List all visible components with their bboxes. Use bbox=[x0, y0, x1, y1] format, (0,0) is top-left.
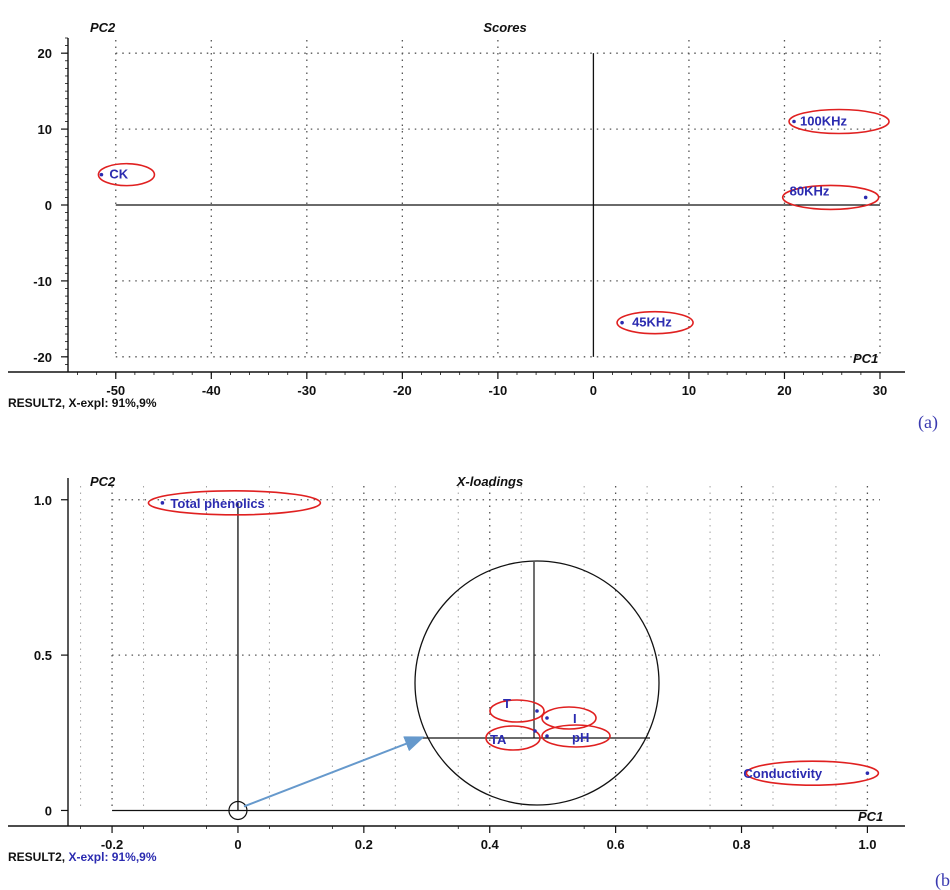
scores-point-marker bbox=[620, 320, 624, 325]
loadings-point-ellipse bbox=[541, 724, 611, 748]
loadings-point-marker bbox=[533, 729, 537, 733]
loadings-footer-result: RESULT2, bbox=[8, 850, 68, 864]
scores-point-ellipse bbox=[781, 184, 880, 211]
scores-point-ellipse bbox=[97, 162, 156, 187]
loadings-xtick-label: 0.8 bbox=[732, 837, 750, 852]
scores-point-label: CK bbox=[109, 167, 128, 182]
scores-point-marker bbox=[99, 172, 104, 177]
loadings-points: Total phenolics Conductivity T I TA pH bbox=[147, 490, 880, 786]
loadings-point-marker bbox=[545, 734, 549, 738]
scores-xtick-label: 0 bbox=[590, 383, 597, 398]
loadings-point-label: TA bbox=[490, 732, 507, 747]
scores-xtick-label: -50 bbox=[106, 383, 125, 398]
scores-y-axis-label: PC2 bbox=[90, 20, 116, 35]
loadings-xtick-label: 0.4 bbox=[481, 837, 500, 852]
scores-xtick-label: -20 bbox=[393, 383, 412, 398]
loadings-point-marker bbox=[545, 716, 549, 720]
panel-label-a: (a) bbox=[918, 412, 938, 433]
scores-point-ellipse bbox=[788, 108, 890, 135]
loadings-title: X-loadings bbox=[456, 474, 523, 489]
loadings-point-label: Conductivity bbox=[743, 766, 822, 781]
scores-title: Scores bbox=[483, 20, 526, 35]
scores-points: CK 100KHz 80KHz 45KHz bbox=[97, 108, 890, 335]
loadings-y-axis-label: PC2 bbox=[90, 474, 116, 489]
scores-xtick-label: 10 bbox=[682, 383, 696, 398]
loadings-xtick-label: 0 bbox=[234, 837, 241, 852]
scores-point-ellipse bbox=[616, 310, 694, 335]
scores-axes bbox=[8, 38, 905, 373]
loadings-footer-xexpl: X-expl: 91%,9% bbox=[68, 850, 156, 864]
zoom-circle bbox=[414, 560, 660, 806]
scores-chart: -50 -40 -30 -20 -10 0 10 20 30 -20 -10 0 10 20 CK 100K… bbox=[8, 20, 938, 433]
loadings-axes bbox=[8, 478, 905, 827]
loadings-x-axis-label: PC1 bbox=[858, 809, 883, 824]
scores-point-label: 100KHz bbox=[800, 114, 847, 129]
scores-ytick-label: 0 bbox=[45, 198, 52, 213]
loadings-ytick-label: 0.5 bbox=[34, 648, 52, 663]
panel-label-b: (b) bbox=[935, 870, 950, 890]
scores-ytick-label: -20 bbox=[33, 350, 52, 365]
loadings-chart: -0.2 0 0.2 0.4 0.6 0.8 1.0 0 0.5 1.0 Total phenol… bbox=[8, 474, 950, 890]
loadings-point-ellipse bbox=[489, 699, 545, 723]
loadings-point-marker bbox=[160, 501, 165, 505]
loadings-ticks: -0.2 0 0.2 0.4 0.6 0.8 1.0 0 0.5 1.0 bbox=[34, 493, 877, 852]
scores-footer-xexpl: X-expl: 91%,9% bbox=[68, 396, 156, 410]
zoom-source-circle bbox=[228, 800, 248, 821]
loadings-zoom-inset bbox=[228, 560, 660, 821]
scores-gridlines bbox=[115, 40, 881, 358]
loadings-point-marker bbox=[865, 771, 870, 775]
scores-xtick-label: -40 bbox=[202, 383, 221, 398]
scores-ytick-label: 20 bbox=[38, 46, 52, 61]
loadings-point-ellipse bbox=[541, 706, 597, 730]
loadings-point-ellipse bbox=[745, 760, 880, 786]
scores-point-marker bbox=[863, 195, 868, 200]
scores-footer: RESULT2, X-expl: 91%,9% bbox=[8, 396, 157, 410]
loadings-point-marker bbox=[535, 709, 539, 713]
loadings-point-ellipse bbox=[147, 490, 322, 516]
loadings-point-label: Total phenolics bbox=[170, 496, 264, 511]
scores-point-marker bbox=[792, 119, 796, 124]
scores-point-label: 45KHz bbox=[632, 315, 672, 330]
scores-point-label: 80KHz bbox=[790, 183, 830, 198]
scores-xtick-label: 20 bbox=[777, 383, 791, 398]
scores-footer-result: RESULT2, bbox=[8, 396, 68, 410]
loadings-point-label: pH bbox=[572, 730, 589, 745]
loadings-ytick-label: 0 bbox=[45, 803, 52, 818]
loadings-xtick-label: 1.0 bbox=[858, 837, 876, 852]
loadings-point-ellipse bbox=[485, 725, 541, 751]
zoom-arrow bbox=[243, 736, 425, 808]
loadings-point-label: I bbox=[573, 711, 577, 726]
loadings-xtick-label: 0.6 bbox=[607, 837, 625, 852]
scores-x-axis-label: PC1 bbox=[853, 351, 878, 366]
scores-xtick-label: 30 bbox=[873, 383, 887, 398]
scores-ticks: -50 -40 -30 -20 -10 0 10 20 30 -20 -10 0 10 20 bbox=[33, 37, 887, 398]
loadings-xtick-label: -0.2 bbox=[101, 837, 123, 852]
loadings-xtick-label: 0.2 bbox=[355, 837, 373, 852]
scores-xtick-label: -10 bbox=[488, 383, 507, 398]
loadings-footer: RESULT2, X-expl: 91%,9% bbox=[8, 850, 157, 864]
scores-ytick-label: -10 bbox=[33, 274, 52, 289]
loadings-gridlines bbox=[80, 486, 880, 811]
loadings-ytick-label: 1.0 bbox=[34, 493, 52, 508]
scores-ytick-label: 10 bbox=[38, 122, 52, 137]
scores-xtick-label: -30 bbox=[297, 383, 316, 398]
loadings-point-label: T bbox=[503, 696, 511, 711]
